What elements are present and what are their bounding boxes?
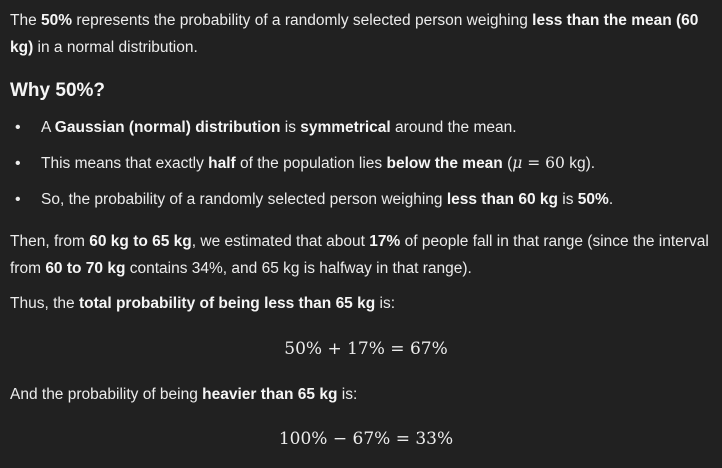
- then-text-2: , we estimated that about: [191, 233, 370, 250]
- bullet-text: This means that exactly: [41, 155, 209, 172]
- bullet-text: kg).: [564, 155, 596, 172]
- equation-heavier-than: 100% − 67% = 33%: [278, 429, 454, 449]
- intro-bold-percent: 50%: [41, 12, 73, 29]
- heavier-text-1: And the probability of being: [10, 386, 203, 403]
- intro-paragraph: The 50% represents the probability of a …: [10, 7, 715, 61]
- then-text-3: of people fall in that range (since the …: [10, 233, 709, 277]
- bullet-text: .: [608, 191, 614, 208]
- thus-text-1: Thus, the: [10, 295, 79, 312]
- inline-math-mu: μ = 60: [512, 154, 565, 172]
- why-heading: Why 50%?: [10, 80, 106, 101]
- bullet-list: • A Gaussian (normal) distribution is sym…: [10, 114, 722, 222]
- bullet-text: is: [557, 191, 578, 208]
- bullet-text: (: [502, 155, 513, 172]
- bullet-bold: Gaussian (normal) distribution: [54, 119, 281, 136]
- thus-paragraph: Thus, the total probability of being les…: [10, 290, 722, 317]
- heavier-bold: heavier than 65 kg: [202, 386, 338, 403]
- then-bold-interval: 60 to 70 kg: [45, 260, 126, 277]
- then-text-4: contains 34%, and 65 kg is halfway in th…: [125, 260, 472, 277]
- bullet-item-symmetry: • A Gaussian (normal) distribution is sym…: [10, 114, 722, 150]
- intro-text-1: The: [10, 12, 42, 29]
- bullet-item-half: • This means that exactly half of the pop…: [10, 150, 722, 186]
- heavier-paragraph: And the probability of being heavier tha…: [10, 381, 722, 408]
- intro-bold-mean: less than the mean (60 kg): [10, 12, 699, 56]
- heavier-text-2: is:: [337, 386, 358, 403]
- bullet-bold: symmetrical: [300, 119, 391, 136]
- thus-text-2: is:: [375, 295, 396, 312]
- bullet-bold: 50%: [577, 191, 609, 208]
- bullet-bold: below the mean: [386, 155, 503, 172]
- bullet-text: around the mean.: [390, 119, 517, 136]
- bullet-dot-icon: •: [15, 155, 21, 172]
- then-text-1: Then, from: [10, 233, 90, 250]
- bullet-text: of the population lies: [235, 155, 387, 172]
- bullet-bold: half: [208, 155, 236, 172]
- then-bold-range: 60 kg to 65 kg: [89, 233, 192, 250]
- then-paragraph: Then, from 60 kg to 65 kg, we estimated …: [10, 228, 715, 282]
- equation-less-than: 50% + 17% = 67%: [284, 339, 448, 359]
- bullet-bold: less than 60 kg: [446, 191, 558, 208]
- bullet-item-probability: • So, the probability of a randomly selec…: [10, 186, 722, 222]
- intro-text-2: represents the probability of a randomly…: [72, 12, 533, 29]
- bullet-text: A: [41, 119, 55, 136]
- bullet-text: is: [280, 119, 301, 136]
- bullet-text: So, the probability of a randomly select…: [41, 191, 447, 208]
- thus-bold: total probability of being less than 65 …: [78, 295, 376, 312]
- bullet-dot-icon: •: [15, 119, 21, 136]
- then-bold-percent: 17%: [369, 233, 401, 250]
- intro-text-3: in a normal distribution.: [33, 39, 198, 56]
- bullet-dot-icon: •: [15, 191, 21, 208]
